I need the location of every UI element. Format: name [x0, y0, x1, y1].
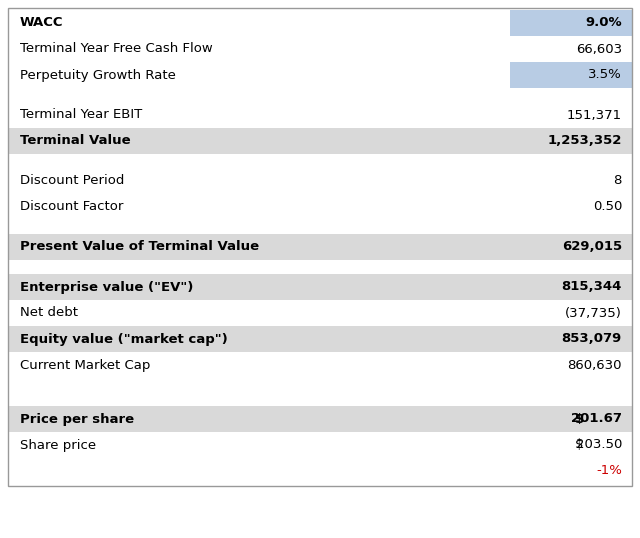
- Bar: [8, 406, 632, 432]
- Text: 1,253,352: 1,253,352: [548, 134, 622, 147]
- Text: $: $: [575, 413, 584, 426]
- Bar: [510, 62, 632, 88]
- Text: Net debt: Net debt: [20, 307, 78, 320]
- Text: WACC: WACC: [20, 17, 63, 30]
- Text: 66,603: 66,603: [576, 43, 622, 55]
- Text: Enterprise value ("EV"): Enterprise value ("EV"): [20, 280, 193, 294]
- Text: 203.50: 203.50: [575, 438, 622, 451]
- Text: 853,079: 853,079: [562, 332, 622, 345]
- Text: Perpetuity Growth Rate: Perpetuity Growth Rate: [20, 68, 176, 81]
- Text: Terminal Year Free Cash Flow: Terminal Year Free Cash Flow: [20, 43, 212, 55]
- Text: (37,735): (37,735): [565, 307, 622, 320]
- Text: Discount Factor: Discount Factor: [20, 201, 124, 214]
- Bar: [8, 128, 632, 154]
- Text: Price per share: Price per share: [20, 413, 134, 426]
- Text: 201.67: 201.67: [571, 413, 622, 426]
- Text: Terminal Value: Terminal Value: [20, 134, 131, 147]
- Bar: [8, 326, 632, 352]
- Text: -1%: -1%: [596, 464, 622, 478]
- Bar: [8, 274, 632, 300]
- Text: 8: 8: [614, 174, 622, 188]
- Text: Equity value ("market cap"): Equity value ("market cap"): [20, 332, 228, 345]
- Text: 151,371: 151,371: [567, 109, 622, 122]
- Text: Present Value of Terminal Value: Present Value of Terminal Value: [20, 240, 259, 253]
- Text: Discount Period: Discount Period: [20, 174, 124, 188]
- Text: Terminal Year EBIT: Terminal Year EBIT: [20, 109, 142, 122]
- Text: $: $: [575, 438, 584, 451]
- Bar: [510, 10, 632, 36]
- Text: 9.0%: 9.0%: [586, 17, 622, 30]
- Text: Current Market Cap: Current Market Cap: [20, 358, 150, 372]
- Text: Share price: Share price: [20, 438, 96, 451]
- Bar: [8, 234, 632, 260]
- Text: 3.5%: 3.5%: [588, 68, 622, 81]
- Text: 629,015: 629,015: [562, 240, 622, 253]
- Text: 815,344: 815,344: [562, 280, 622, 294]
- Text: 0.50: 0.50: [593, 201, 622, 214]
- Bar: [8, 8, 632, 486]
- Text: 860,630: 860,630: [568, 358, 622, 372]
